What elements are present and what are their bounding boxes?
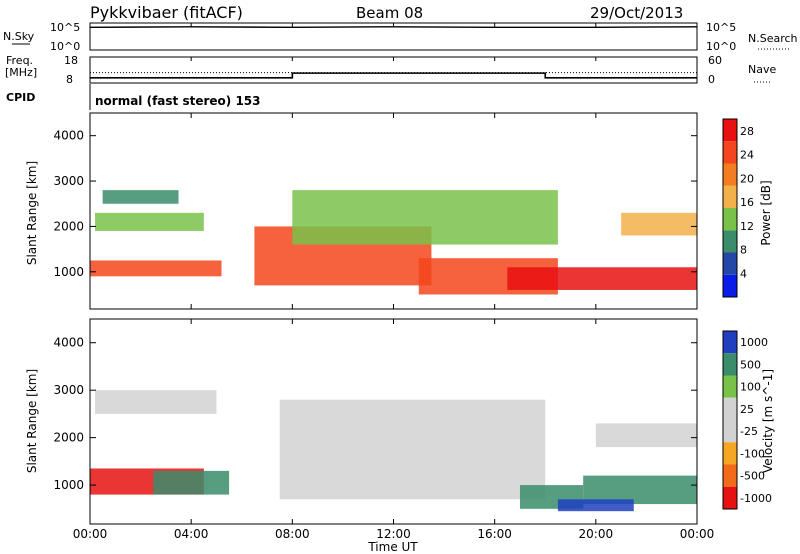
y-tick-label-2000: 2000 xyxy=(53,219,84,233)
freq-tick-bottom: 8 xyxy=(66,73,73,86)
velocity-colorbar-segment-3 xyxy=(723,397,737,420)
noise-tick-top-left: 10^5 xyxy=(50,21,80,34)
velocity-colorbar-tick-1: 500 xyxy=(740,358,761,371)
velocity-colorbar-segment-5 xyxy=(723,442,737,465)
velocity-colorbar-tick-7: -1000 xyxy=(740,492,772,505)
y-tick-label-2000: 2000 xyxy=(53,431,84,445)
nsearch-label: N.Search xyxy=(748,32,798,45)
y-tick-label-3000: 3000 xyxy=(53,383,84,397)
echo-region-2 xyxy=(102,190,179,204)
y-tick-label-4000: 4000 xyxy=(53,336,84,350)
echo-region-7 xyxy=(621,212,697,236)
echo-region-1 xyxy=(153,470,230,495)
power-colorbar-tick-3: 16 xyxy=(740,196,754,209)
power-y-axis-label: Slant Range [km] xyxy=(25,161,39,265)
velocity-y-axis: 1000 2000 3000 4000 xyxy=(53,336,697,492)
power-colorbar-segment-0 xyxy=(723,274,737,297)
time-axis-label: Time UT xyxy=(367,540,418,554)
power-colorbar-segment-7 xyxy=(723,119,737,142)
echo-region-4 xyxy=(292,190,558,245)
time-tick-label-6: 00:00 xyxy=(680,527,715,541)
time-tick-label-1: 04:00 xyxy=(174,527,209,541)
freq-label-line2: [MHz] xyxy=(5,66,37,79)
frequency-series-line xyxy=(90,72,697,79)
cpid-label: CPID xyxy=(6,91,35,104)
power-colorbar-frame xyxy=(722,118,738,298)
power-colorbar-segment-1 xyxy=(723,252,737,275)
velocity-colorbar-segment-2 xyxy=(723,375,737,398)
velocity-colorbar: 1000 500 100 25 -25 -100 -500 -1000 xyxy=(722,330,772,510)
power-colorbar-tick-4: 20 xyxy=(740,172,754,185)
velocity-y-axis-label: Slant Range [km] xyxy=(25,369,39,473)
power-colorbar-tick-5: 24 xyxy=(740,149,754,162)
power-colorbar-segment-2 xyxy=(723,230,737,253)
noise-tick-bottom-right: 10^0 xyxy=(706,40,736,53)
power-colorbar-label: Power [dB] xyxy=(759,180,773,245)
power-colorbar-segment-5 xyxy=(723,163,737,186)
time-tick-label-0: 00:00 xyxy=(73,527,108,541)
velocity-heatmap xyxy=(90,390,697,512)
velocity-colorbar-tick-6: -500 xyxy=(740,470,765,483)
velocity-colorbar-segment-7 xyxy=(723,486,737,509)
power-colorbar-tick-6: 28 xyxy=(740,125,754,138)
power-colorbar-segment-3 xyxy=(723,208,737,231)
velocity-colorbar-tick-3: 25 xyxy=(740,403,754,416)
time-tick-label-3: 12:00 xyxy=(376,527,411,541)
velocity-colorbar-tick-0: 1000 xyxy=(740,336,768,349)
power-colorbar-tick-1: 8 xyxy=(740,244,747,257)
y-tick-label-1000: 1000 xyxy=(53,265,84,279)
time-axis: 00:00 04:00 08:00 12:00 16:00 20:00 00:00 xyxy=(73,23,715,541)
velocity-colorbar-label: Velocity [m s^-1] xyxy=(761,369,775,473)
time-tick-label-5: 20:00 xyxy=(579,527,614,541)
velocity-colorbar-segment-4 xyxy=(723,420,737,443)
noise-tick-bottom-left: 10^0 xyxy=(50,40,80,53)
time-tick-label-4: 16:00 xyxy=(477,527,512,541)
power-y-axis: 1000 2000 3000 4000 xyxy=(53,129,697,279)
freq-tick-top: 18 xyxy=(64,54,78,67)
velocity-colorbar-tick-5: -100 xyxy=(740,447,765,460)
noise-tick-top-right: 10^5 xyxy=(706,21,736,34)
velocity-colorbar-frame xyxy=(722,330,738,510)
date-title: 29/Oct/2013 xyxy=(590,4,683,22)
y-tick-label-1000: 1000 xyxy=(53,478,84,492)
nave-label: Nave xyxy=(748,63,776,76)
echo-region-6 xyxy=(507,267,697,290)
y-tick-label-3000: 3000 xyxy=(53,174,84,188)
power-colorbar-tick-2: 12 xyxy=(740,220,754,233)
power-colorbar-tick-0: 4 xyxy=(740,267,747,280)
power-colorbar-segment-6 xyxy=(723,141,737,164)
velocity-colorbar-segment-1 xyxy=(723,353,737,376)
beam-title: Beam 08 xyxy=(356,4,423,22)
nave-tick-bottom: 0 xyxy=(708,73,715,86)
velocity-colorbar-tick-4: -25 xyxy=(740,425,758,438)
echo-region-6 xyxy=(557,499,634,512)
echo-region-3 xyxy=(279,399,546,500)
station-title: Pykkvibaer (fitACF) xyxy=(90,3,243,22)
echo-region-1 xyxy=(95,212,204,231)
echo-region-7 xyxy=(595,423,697,448)
power-colorbar: 4 8 12 16 20 24 28 xyxy=(722,118,754,298)
echo-region-2 xyxy=(95,390,217,414)
velocity-colorbar-segment-6 xyxy=(723,464,737,487)
cpid-value: normal (fast stereo) 153 xyxy=(95,94,261,108)
velocity-colorbar-tick-2: 100 xyxy=(740,381,761,394)
echo-region-0 xyxy=(90,260,222,277)
time-tick-label-2: 08:00 xyxy=(275,527,310,541)
nsky-label: N.Sky xyxy=(3,30,35,43)
velocity-colorbar-segment-0 xyxy=(723,331,737,354)
nave-tick-top: 60 xyxy=(708,54,722,67)
power-colorbar-segment-4 xyxy=(723,185,737,208)
freq-label-line1: Freq. xyxy=(6,54,33,67)
power-heatmap xyxy=(90,190,697,295)
y-tick-label-4000: 4000 xyxy=(53,129,84,143)
